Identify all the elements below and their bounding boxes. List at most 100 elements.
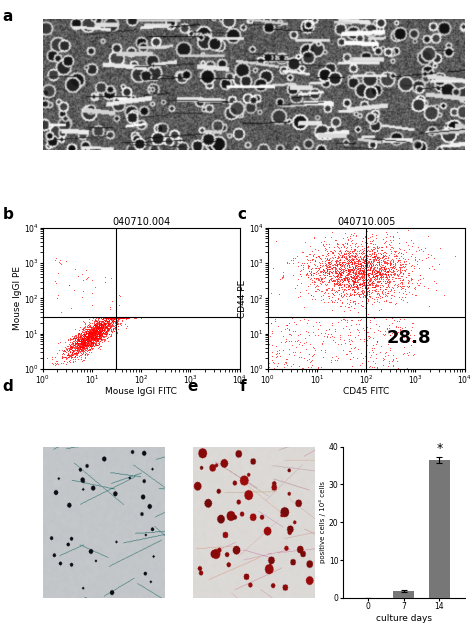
Point: [85, 331, 93, 342]
Point: [74, 328, 82, 338]
Point: [363, 252, 370, 263]
Point: [432, 278, 440, 288]
Point: [329, 276, 337, 286]
Point: [88, 341, 96, 351]
Point: [393, 266, 401, 276]
Point: [91, 332, 99, 342]
Point: [344, 275, 352, 286]
Point: [95, 329, 103, 340]
Point: [338, 250, 346, 260]
Point: [104, 313, 111, 323]
Point: [391, 268, 399, 279]
Point: [360, 256, 368, 266]
Point: [77, 338, 84, 348]
Point: [356, 259, 364, 269]
Point: [325, 324, 333, 334]
Point: [102, 313, 110, 323]
Point: [69, 333, 77, 343]
Point: [333, 259, 340, 270]
Point: [91, 319, 99, 329]
Point: [341, 252, 348, 263]
Point: [82, 341, 89, 351]
Point: [354, 283, 362, 293]
Point: [91, 323, 99, 333]
Point: [359, 266, 367, 276]
Point: [343, 273, 351, 283]
Point: [399, 259, 406, 270]
Point: [343, 294, 351, 304]
Point: [95, 326, 102, 336]
Point: [381, 350, 389, 361]
Point: [89, 326, 97, 336]
Point: [285, 325, 292, 335]
Point: [99, 333, 107, 343]
Point: [396, 263, 403, 273]
Point: [92, 322, 100, 332]
Point: [425, 252, 432, 263]
Point: [335, 282, 343, 293]
Point: [366, 317, 374, 327]
Point: [85, 332, 93, 342]
Point: [109, 313, 117, 323]
Point: [345, 280, 352, 290]
Point: [77, 341, 85, 351]
Point: [81, 337, 89, 347]
Point: [317, 267, 325, 277]
Point: [408, 240, 416, 251]
Point: [101, 327, 109, 337]
Point: [75, 335, 83, 345]
Point: [342, 252, 350, 263]
Point: [345, 266, 353, 276]
Point: [359, 288, 366, 298]
Text: e: e: [187, 379, 198, 394]
Point: [95, 334, 102, 344]
Point: [370, 343, 378, 353]
Point: [371, 253, 379, 263]
Point: [98, 337, 105, 347]
Point: [101, 325, 109, 335]
Point: [106, 314, 113, 324]
Point: [76, 344, 84, 354]
Point: [352, 266, 360, 276]
Point: [328, 226, 336, 237]
Point: [103, 323, 111, 333]
Point: [389, 276, 397, 286]
Point: [364, 245, 372, 256]
Point: [84, 332, 91, 342]
Point: [355, 265, 363, 275]
Point: [303, 355, 311, 365]
Point: [323, 261, 330, 272]
Point: [374, 267, 381, 277]
Point: [65, 345, 73, 355]
Point: [282, 354, 290, 364]
Point: [92, 325, 100, 335]
Point: [359, 269, 367, 279]
Point: [346, 264, 354, 274]
Point: [321, 287, 329, 297]
Point: [380, 238, 388, 248]
Point: [337, 260, 344, 270]
Point: [92, 335, 100, 345]
Point: [358, 280, 365, 291]
Point: [310, 273, 318, 283]
Point: [350, 244, 357, 254]
Point: [81, 341, 88, 351]
Point: [360, 268, 367, 279]
Point: [373, 293, 380, 303]
Point: [90, 335, 97, 345]
Point: [92, 338, 100, 348]
Point: [416, 274, 424, 284]
Point: [369, 282, 377, 293]
Point: [64, 342, 71, 352]
Point: [98, 319, 106, 329]
Point: [351, 238, 359, 249]
Point: [81, 336, 88, 346]
Point: [345, 280, 353, 291]
Point: [88, 324, 96, 334]
Point: [369, 235, 377, 245]
Point: [80, 343, 87, 354]
Point: [394, 321, 402, 331]
Point: [375, 277, 383, 287]
Point: [76, 338, 83, 348]
Point: [323, 284, 330, 294]
